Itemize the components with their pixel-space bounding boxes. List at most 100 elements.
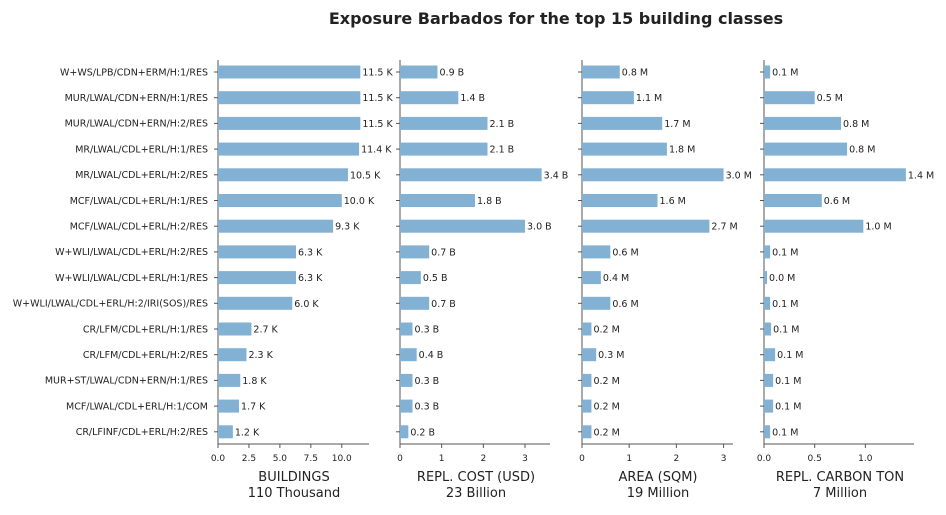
bar [582, 271, 601, 285]
data-label: 0.2 M [593, 376, 619, 387]
bar [400, 116, 488, 130]
data-label: 0.2 M [593, 427, 619, 438]
bar [582, 168, 724, 182]
category-label: W+WLI/LWAL/CDL+ERL/H:1/RES [55, 273, 208, 284]
x-tick-label: 10.0 [332, 454, 352, 464]
data-label: 1.4 M [908, 170, 934, 181]
data-label: 1.8 M [669, 145, 695, 156]
category-label: MCF/LWAL/CDL+ERL/H:1/COM [66, 401, 208, 412]
bar [400, 168, 542, 182]
data-label: 0.7 B [431, 247, 456, 258]
bar [400, 142, 488, 156]
x-tick-label: 0.0 [211, 454, 226, 464]
data-label: 2.7 K [253, 325, 278, 336]
data-label: 2.1 B [490, 145, 515, 156]
bar [218, 245, 296, 259]
bar [582, 322, 592, 336]
data-label: 2.3 K [248, 350, 273, 361]
data-label: 0.6 M [612, 247, 638, 258]
bar [764, 91, 815, 105]
x-axis-label: AREA (SQM) [618, 470, 697, 485]
bar [764, 168, 906, 182]
bar [218, 271, 296, 285]
data-label: 0.5 B [423, 273, 448, 284]
bar [218, 91, 361, 105]
bar [218, 142, 360, 156]
x-tick-label: 2 [674, 454, 680, 464]
category-label: MCF/LWAL/CDL+ERL/H:1/RES [70, 196, 208, 207]
data-label: 11.5 K [362, 119, 393, 130]
data-label: 0.8 M [622, 68, 648, 79]
bar [582, 296, 611, 310]
category-label: MR/LWAL/CDL+ERL/H:1/RES [75, 144, 208, 155]
data-label: 1.0 M [865, 222, 891, 233]
data-label: 11.5 K [362, 68, 393, 79]
data-label: 6.0 K [294, 299, 319, 310]
data-label: 0.1 M [772, 247, 798, 258]
x-axis-total: 19 Million [627, 486, 690, 501]
bar [400, 271, 421, 285]
bar [582, 116, 663, 130]
bar [764, 348, 776, 362]
bar [582, 142, 667, 156]
bar [400, 65, 438, 79]
bar [582, 425, 592, 439]
x-axis-label: BUILDINGS [258, 470, 329, 485]
bar [764, 219, 864, 233]
bar [218, 425, 233, 439]
data-label: 3.4 B [544, 170, 569, 181]
data-label: 0.8 M [849, 145, 875, 156]
bar [218, 65, 361, 79]
bar [582, 194, 658, 207]
data-label: 0.1 M [772, 68, 798, 79]
data-label: 0.3 B [415, 325, 440, 336]
panels: 11.5 K 11.5 K 11.5 K 11.4 K 10.5 K 10.0 K 9.3 … [211, 60, 934, 501]
data-label: 0.1 M [775, 402, 801, 413]
bar [764, 194, 822, 207]
data-label: 1.2 K [235, 427, 260, 438]
bar [218, 194, 342, 207]
bar [582, 348, 597, 362]
data-label: 10.5 K [350, 170, 381, 181]
data-label: 1.7 M [664, 119, 690, 130]
category-label: W+WLI/LWAL/CDL+ERL/H:2/RES [55, 247, 208, 258]
x-tick-label: 1 [626, 454, 632, 464]
data-label: 0.2 M [593, 402, 619, 413]
data-label: 0.2 M [593, 325, 619, 336]
bar [582, 219, 710, 233]
x-tick-label: 0 [397, 454, 403, 464]
data-label: 0.9 B [440, 68, 465, 79]
bar [400, 373, 413, 387]
bar [582, 91, 634, 105]
bar [764, 322, 772, 336]
data-label: 11.5 K [362, 93, 393, 104]
x-tick-label: 2 [480, 454, 486, 464]
category-label: W+WS/LPB/CDN+ERM/H:1/RES [60, 67, 208, 78]
data-label: 0.1 M [772, 299, 798, 310]
x-axis-total: 110 Thousand [248, 486, 341, 501]
data-label: 11.4 K [361, 145, 392, 156]
data-label: 0.4 M [603, 273, 629, 284]
x-tick-label: 1.0 [858, 454, 873, 464]
bar [400, 194, 475, 207]
data-label: 0.1 M [777, 350, 803, 361]
data-label: 0.8 M [843, 119, 869, 130]
bar [218, 219, 334, 233]
panel-2: 0.9 B 1.4 B 2.1 B 2.1 B 3.4 B 1.8 B 3.0 B 0.7 B… [396, 60, 568, 501]
chart-title: Exposure Barbados for the top 15 buildin… [329, 9, 783, 28]
bar [764, 296, 771, 310]
category-labels: W+WS/LPB/CDN+ERM/H:1/RES MUR/LWAL/CDN+ERN… [13, 67, 208, 438]
data-label: 9.3 K [335, 222, 360, 233]
bar [218, 168, 348, 182]
data-label: 1.8 B [477, 196, 502, 207]
panel-3: 0.8 M 1.1 M 1.7 M 1.8 M 3.0 M 1.6 M 2.7 M 0.6 M… [578, 60, 752, 501]
category-label: W+WLI/LWAL/CDL+ERL/H:2/IRI(SOS)/RES [13, 299, 208, 310]
data-label: 0.1 M [772, 427, 798, 438]
x-tick-label: 0.5 [808, 454, 822, 464]
bar [764, 373, 774, 387]
data-label: 1.1 M [636, 93, 662, 104]
data-label: 0.5 M [817, 93, 843, 104]
category-label: CR/LFM/CDL+ERL/H:2/RES [83, 350, 208, 361]
data-label: 0.3 B [415, 402, 440, 413]
x-axis-label: REPL. COST (USD) [417, 470, 535, 485]
